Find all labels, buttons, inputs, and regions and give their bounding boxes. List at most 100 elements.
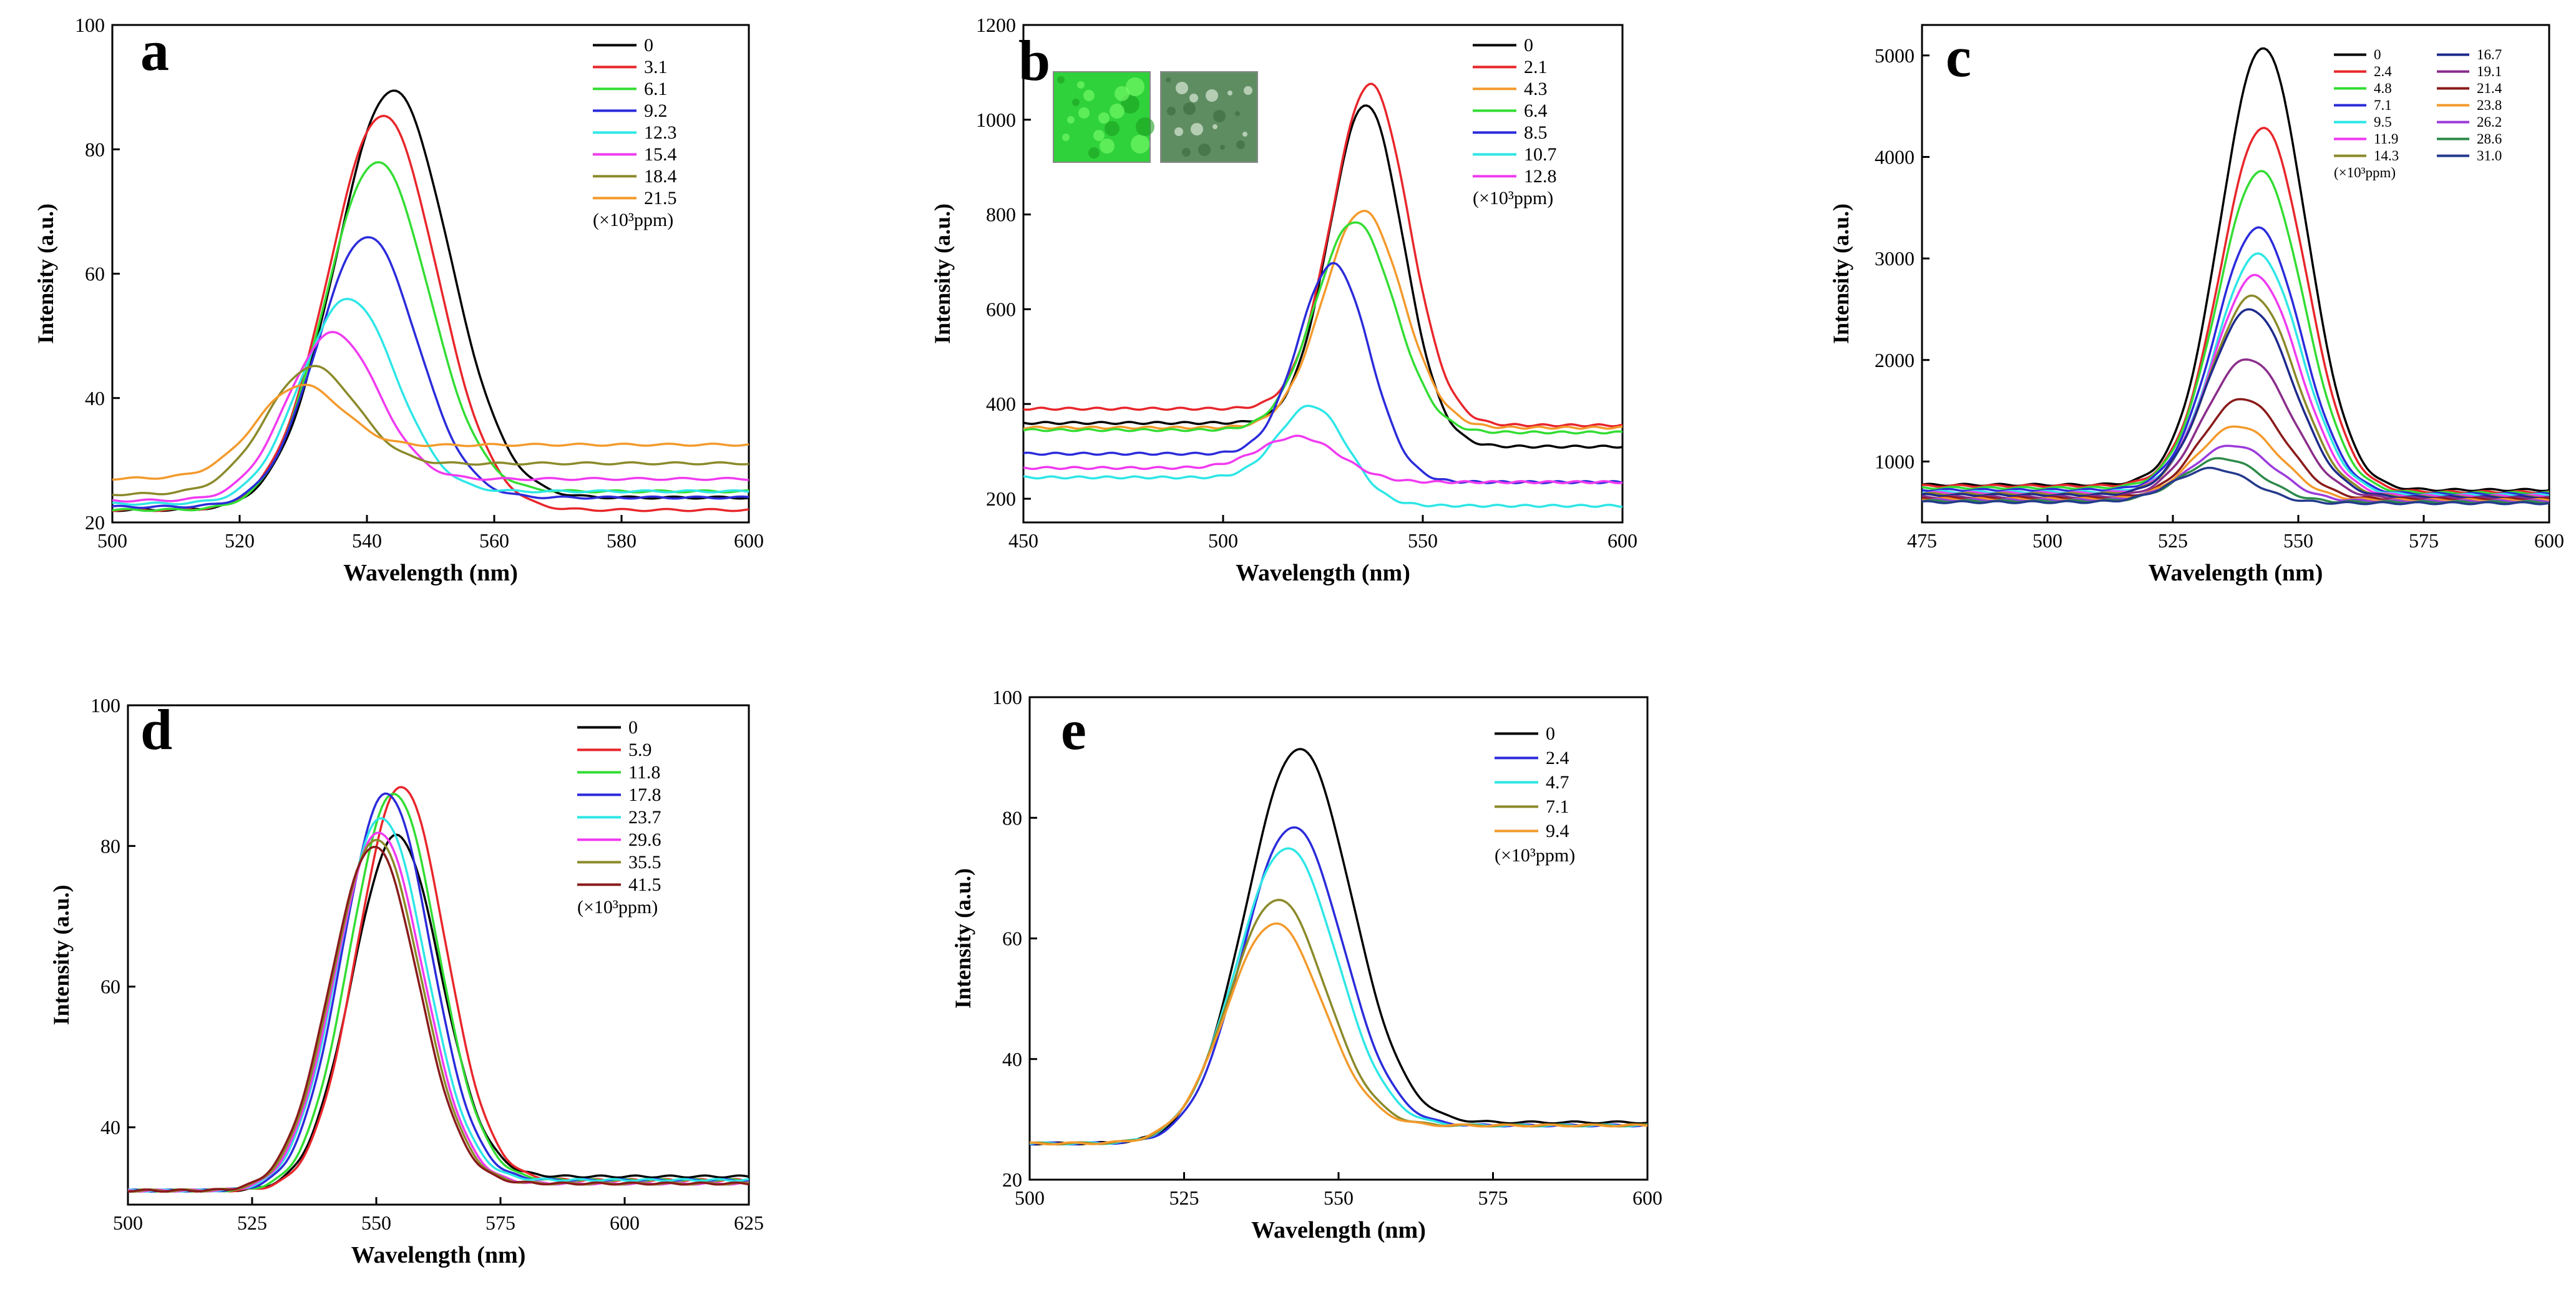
inset-texture: [1212, 124, 1217, 129]
legend-unit-note: (×10³ppm): [2334, 165, 2396, 180]
inset-texture: [1078, 107, 1090, 119]
series-line-11.9: [1922, 275, 2549, 497]
y-tick-label: 1200: [976, 14, 1016, 36]
inset-texture: [1183, 102, 1196, 115]
legend: 05.911.817.823.729.635.541.5(×10³ppm): [577, 717, 661, 918]
x-tick-label: 550: [361, 1211, 391, 1234]
legend-label: 9.5: [2374, 114, 2392, 130]
inset-texture: [1220, 145, 1225, 150]
inset-photos: [1053, 72, 1257, 162]
legend-label: 41.5: [628, 874, 661, 895]
spectra-figure: 500 520 540 560 580 60020406080100Wavelength …: [0, 0, 2576, 1302]
legend-label: 21.4: [2477, 81, 2502, 96]
y-tick-label: 5000: [1875, 44, 1915, 67]
inset-texture: [1067, 116, 1075, 124]
legend-unit-note: (×10³ppm): [1495, 845, 1575, 866]
inset-texture: [1062, 134, 1070, 141]
legend-label: 5.9: [628, 740, 652, 760]
x-axis-title: Wavelength (nm): [351, 1242, 526, 1268]
legend-label: 23.7: [628, 807, 661, 828]
inset-texture: [1227, 91, 1232, 95]
legend-label: 18.4: [644, 166, 677, 187]
legend-label: 23.8: [2477, 97, 2502, 113]
inset-texture: [1191, 123, 1203, 135]
x-tick-label: 525: [237, 1211, 267, 1234]
plot-frame: [1922, 25, 2549, 522]
y-tick-label: 80: [1002, 806, 1022, 829]
chart-panel-a: 500 520 540 560 580 600 20 40 60 80 100 Wavelength …: [33, 14, 764, 586]
series-line-18.4: [112, 366, 749, 495]
x-tick-label: 540: [352, 529, 382, 552]
x-tick-label: 525: [2158, 529, 2188, 552]
y-axis-title: Intensity (a.u.): [950, 868, 975, 1009]
legend-label: 35.5: [628, 852, 661, 873]
legend-label: 16.7: [2477, 47, 2502, 62]
x-axis-title: Wavelength (nm): [343, 560, 518, 586]
inset-texture: [1100, 139, 1115, 154]
series-line-19.1: [1922, 360, 2549, 499]
legend-label: 4.7: [1546, 772, 1569, 793]
legend-label: 3.1: [644, 57, 668, 77]
chart-panel-d: 500 525 550 575 600 625 40 60 80 100 Wavelength (n…: [49, 694, 764, 1268]
inset-texture: [1206, 89, 1218, 102]
legend: 0 2.4 4.7 7.1 9.4 (×10³ppm): [1495, 723, 1575, 866]
legend-label: 12.8: [1524, 166, 1557, 187]
y-tick-label: 60: [85, 263, 105, 285]
y-tick-label: 200: [986, 487, 1016, 510]
y-tick-label: 2000: [1875, 349, 1915, 371]
legend-label: 21.5: [644, 188, 677, 208]
y-tick-label: 40: [1002, 1048, 1022, 1070]
panel-letter: e: [1061, 698, 1086, 761]
x-tick-label: 600: [734, 529, 764, 552]
y-tick-label: 100: [75, 14, 105, 36]
legend-label: 4.3: [1524, 79, 1548, 99]
inset-texture: [1174, 127, 1183, 136]
series-line-4.7: [1030, 848, 1647, 1144]
series-line-9.5: [1922, 253, 2549, 496]
inset-texture: [1105, 121, 1120, 136]
y-tick-label: 20: [85, 511, 105, 534]
inset-texture: [1189, 94, 1198, 102]
legend-label: 6.1: [644, 79, 668, 99]
legend-label: 9.4: [1546, 821, 1569, 841]
y-tick-label: 80: [85, 138, 105, 160]
series-line-14.3: [1922, 296, 2549, 498]
inset-texture: [1115, 86, 1129, 101]
inset-texture: [1093, 130, 1105, 141]
x-tick-label: 575: [485, 1211, 515, 1234]
y-tick-label: 600: [986, 298, 1016, 320]
x-tick-label: 600: [2534, 529, 2564, 552]
y-axis-title: Intensity (a.u.): [1828, 203, 1853, 344]
y-tick-label: 4000: [1875, 145, 1915, 168]
legend-label: 0: [1546, 723, 1555, 744]
y-tick-label: 40: [100, 1116, 120, 1138]
y-tick-label: 20: [1002, 1168, 1022, 1191]
x-tick-label: 500: [2032, 529, 2062, 552]
series-line-2.4: [1030, 828, 1647, 1145]
x-tick-label: 575: [2409, 529, 2439, 552]
legend-label: 0: [644, 35, 653, 56]
legend-label: 9.2: [644, 100, 668, 121]
y-tick-label: 60: [100, 976, 120, 998]
panel-letter: c: [1946, 25, 1971, 89]
inset-texture: [1235, 111, 1240, 116]
y-axis-title: Intensity (a.u.): [33, 203, 58, 344]
legend-label: 26.2: [2477, 114, 2502, 130]
inset-texture: [1213, 110, 1226, 122]
inset-texture: [1057, 76, 1065, 84]
series-line-15.4: [112, 332, 749, 502]
legend-label: 6.4: [1524, 100, 1548, 121]
legend-unit-note: (×10³ppm): [577, 897, 658, 918]
x-tick-label: 520: [225, 529, 255, 552]
inset-texture: [1182, 148, 1191, 157]
inset-texture: [1110, 104, 1125, 119]
y-axis-title: Intensity (a.u.): [49, 884, 74, 1025]
series-line-7.1: [1922, 227, 2549, 495]
y-tick-label: 40: [85, 387, 105, 409]
x-tick-label: 500: [113, 1211, 143, 1234]
x-tick-label: 450: [1008, 529, 1038, 552]
x-axis-title: Wavelength (nm): [2149, 560, 2323, 586]
x-tick-label: 475: [1907, 529, 1937, 552]
series-line-12.8: [1023, 436, 1622, 483]
legend-label: 29.6: [628, 830, 661, 850]
